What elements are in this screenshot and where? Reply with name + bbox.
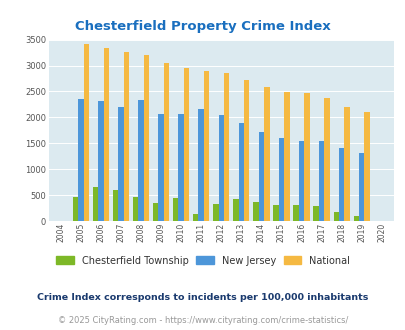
Bar <box>153 203 158 221</box>
Bar <box>118 107 124 221</box>
Bar <box>333 212 338 221</box>
Bar <box>173 198 178 221</box>
Bar <box>273 205 278 221</box>
Bar <box>278 138 284 221</box>
Bar <box>298 141 303 221</box>
Bar <box>178 114 183 221</box>
Bar <box>198 109 203 221</box>
Bar <box>353 216 358 221</box>
Bar <box>243 80 249 221</box>
Bar <box>193 214 198 221</box>
Bar <box>103 48 109 221</box>
Text: © 2025 CityRating.com - https://www.cityrating.com/crime-statistics/: © 2025 CityRating.com - https://www.city… <box>58 315 347 325</box>
Bar <box>213 204 218 221</box>
Bar <box>338 148 343 221</box>
Bar <box>163 63 169 221</box>
Bar <box>318 141 324 221</box>
Legend: Chesterfield Township, New Jersey, National: Chesterfield Township, New Jersey, Natio… <box>56 256 349 266</box>
Bar <box>218 115 224 221</box>
Bar <box>324 98 329 221</box>
Bar <box>258 132 264 221</box>
Bar <box>143 55 149 221</box>
Bar <box>238 122 243 221</box>
Bar <box>303 93 309 221</box>
Bar <box>113 190 118 221</box>
Text: Chesterfield Property Crime Index: Chesterfield Property Crime Index <box>75 20 330 33</box>
Bar <box>264 87 269 221</box>
Bar <box>92 187 98 221</box>
Bar <box>293 205 298 221</box>
Bar <box>358 153 364 221</box>
Bar <box>224 73 229 221</box>
Bar <box>78 99 83 221</box>
Bar <box>72 197 78 221</box>
Bar <box>313 206 318 221</box>
Bar <box>253 202 258 221</box>
Bar <box>343 107 349 221</box>
Bar <box>132 197 138 221</box>
Bar <box>158 114 163 221</box>
Text: Crime Index corresponds to incidents per 100,000 inhabitants: Crime Index corresponds to incidents per… <box>37 292 368 302</box>
Bar <box>203 71 209 221</box>
Bar <box>98 101 103 221</box>
Bar <box>183 68 189 221</box>
Bar <box>83 44 89 221</box>
Bar <box>364 112 369 221</box>
Bar <box>232 199 238 221</box>
Bar <box>124 52 129 221</box>
Bar <box>138 100 143 221</box>
Bar <box>284 92 289 221</box>
